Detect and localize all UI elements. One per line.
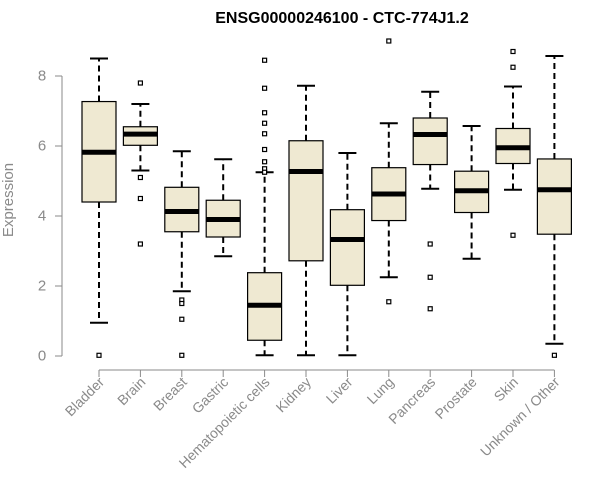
outlier-point bbox=[551, 352, 558, 358]
box-kidney bbox=[288, 84, 324, 357]
iqr-box bbox=[329, 209, 365, 286]
outlier-point bbox=[179, 300, 185, 307]
x-tick-label: Liver bbox=[323, 374, 356, 407]
outlier-point bbox=[427, 274, 433, 280]
outlier-point bbox=[510, 64, 516, 70]
outlier-point bbox=[427, 241, 433, 247]
box-series bbox=[81, 38, 573, 358]
box-bladder bbox=[81, 57, 117, 358]
y-tick-label: 2 bbox=[38, 278, 46, 295]
outlier-point bbox=[262, 159, 268, 165]
x-tick-label: Brain bbox=[114, 374, 148, 408]
iqr-box bbox=[412, 117, 448, 166]
box-hematopoietic-cells bbox=[247, 57, 283, 357]
x-tick-label: Skin bbox=[491, 374, 522, 405]
x-tick-label: Unknown / Other bbox=[477, 374, 563, 460]
y-tick-label: 4 bbox=[38, 208, 46, 225]
outlier-point bbox=[137, 195, 143, 202]
x-tick-label: Prostate bbox=[432, 374, 480, 422]
outlier-point bbox=[179, 316, 185, 322]
y-tick-label: 0 bbox=[38, 348, 46, 365]
y-axis: 0 2 4 6 8 bbox=[38, 68, 63, 365]
box-lung bbox=[371, 38, 407, 305]
iqr-box bbox=[288, 140, 324, 262]
iqr-box bbox=[536, 158, 573, 235]
x-tick-label: Kidney bbox=[273, 374, 315, 416]
chart-title: ENSG00000246100 - CTC-774J1.2 bbox=[215, 10, 469, 27]
outlier-point bbox=[262, 131, 268, 137]
outlier-point bbox=[262, 85, 268, 91]
y-tick-label: 6 bbox=[38, 138, 46, 155]
y-tick-label: 8 bbox=[38, 68, 46, 85]
box-pancreas bbox=[412, 90, 448, 312]
outlier-point bbox=[386, 299, 392, 305]
box-unknown-other bbox=[536, 55, 573, 358]
box-prostate bbox=[454, 125, 490, 260]
outlier-point bbox=[137, 241, 143, 247]
outlier-point bbox=[262, 110, 268, 116]
box-breast bbox=[164, 150, 200, 358]
outlier-point bbox=[137, 80, 143, 86]
outlier-point bbox=[96, 352, 102, 358]
outlier-point bbox=[510, 232, 516, 238]
outlier-point bbox=[262, 146, 268, 153]
x-tick-label: Bladder bbox=[62, 374, 108, 420]
x-tick-label: Lung bbox=[364, 374, 397, 407]
outlier-point bbox=[179, 352, 185, 358]
box-skin bbox=[495, 48, 531, 238]
x-tick-label: Breast bbox=[150, 374, 190, 414]
box-brain bbox=[122, 80, 159, 247]
outlier-point bbox=[137, 174, 143, 181]
box-gastric bbox=[205, 158, 241, 258]
y-axis-label: Expression bbox=[0, 163, 17, 237]
outlier-point bbox=[262, 120, 268, 126]
box-liver bbox=[329, 152, 365, 357]
outlier-point bbox=[262, 57, 268, 63]
outlier-point bbox=[510, 48, 516, 55]
outlier-point bbox=[262, 169, 268, 175]
outlier-point bbox=[386, 38, 392, 44]
outlier-point bbox=[427, 306, 433, 312]
